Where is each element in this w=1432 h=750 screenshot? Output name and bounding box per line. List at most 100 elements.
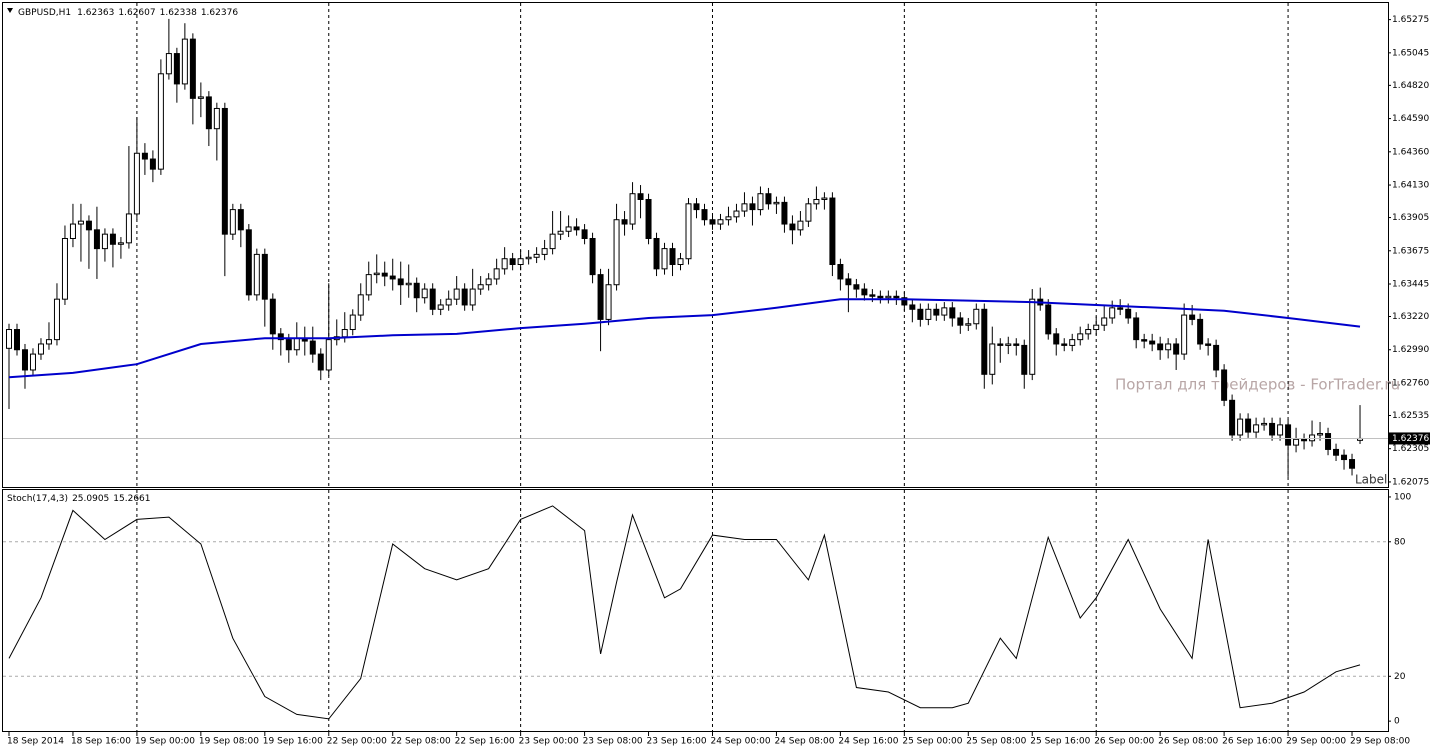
candle-body (677, 258, 684, 266)
y-tick-label: 1.65045 (1392, 48, 1429, 58)
candle-body (1309, 434, 1316, 442)
candle-body (989, 343, 996, 375)
y-tick-label: 100 (1394, 492, 1411, 502)
candle-body (189, 38, 196, 99)
candle-body (1285, 424, 1292, 446)
candle-body (365, 274, 372, 296)
x-tick-label: 29 Sep 00:00 (1286, 737, 1346, 747)
candle-body (349, 314, 356, 331)
candle-body (917, 308, 924, 320)
candle-body (1197, 318, 1204, 345)
y-tick-label: 1.62990 (1392, 345, 1429, 355)
candle-body (37, 343, 44, 355)
candle-body (933, 308, 940, 316)
x-tick-label: 24 Sep 00:00 (710, 737, 770, 747)
candle-body (885, 295, 892, 299)
candle-body (445, 298, 452, 306)
y-tick-label: 0 (1394, 717, 1400, 727)
candle-body (125, 213, 132, 244)
candle-body (925, 308, 932, 320)
x-tick-label: 25 Sep 00:00 (902, 737, 962, 747)
candle-body (901, 297, 908, 306)
candle-body (213, 107, 220, 130)
moving-average (8, 298, 1361, 379)
candle-body (669, 248, 676, 266)
x-tick-label: 18 Sep 2014 (7, 737, 64, 747)
x-tick-label: 24 Sep 08:00 (774, 737, 834, 747)
candle-body (45, 339, 52, 345)
candle-body (965, 323, 972, 326)
candle-body (461, 288, 468, 306)
candle-body (1141, 339, 1148, 342)
candle-body (637, 193, 644, 200)
candle-body (949, 307, 956, 319)
candle-body (21, 349, 28, 371)
candle-body (5, 329, 12, 349)
x-tick-label: 25 Sep 16:00 (1030, 737, 1090, 747)
candle-body (773, 201, 780, 205)
x-tick-label: 26 Sep 00:00 (1094, 737, 1154, 747)
y-tick-label: 1.62760 (1392, 378, 1429, 388)
candle-body (1221, 369, 1228, 401)
candle-body (485, 278, 492, 286)
open-value: 1.62363 (77, 8, 114, 18)
candle-body (661, 248, 668, 270)
y-tick-label: 1.62305 (1392, 444, 1429, 454)
stoch-panel (2, 489, 1389, 732)
x-tick-label: 18 Sep 16:00 (71, 737, 131, 747)
candle-body (1093, 324, 1100, 331)
candle-body (645, 198, 652, 239)
candle-body (1341, 454, 1348, 461)
candle-body (53, 298, 60, 341)
candle-body (1333, 448, 1340, 456)
candle-body (1045, 304, 1052, 335)
candles (5, 18, 1364, 477)
candle-body (141, 152, 148, 160)
main-panel (2, 2, 1389, 488)
high-value: 1.62607 (118, 8, 155, 18)
candle-body (1101, 317, 1108, 326)
candle-body (821, 197, 828, 200)
candle-body (709, 219, 716, 225)
menu-arrow (7, 8, 13, 13)
candle-body (621, 219, 628, 225)
candle-body (101, 233, 108, 250)
candle-body (1277, 424, 1284, 436)
candle-body (541, 248, 548, 255)
candle-body (1077, 333, 1084, 341)
candle-body (469, 288, 476, 306)
candle-body (1205, 343, 1212, 346)
x-tick-label: 25 Sep 08:00 (966, 737, 1026, 747)
candle-body (157, 73, 164, 170)
candle-body (1293, 438, 1300, 446)
y-tick-label: 1.64590 (1392, 114, 1429, 124)
candle-body (837, 264, 844, 280)
candle-body (981, 308, 988, 375)
candle-body (701, 209, 708, 221)
candle-body (13, 329, 20, 351)
candle-body (453, 288, 460, 300)
candle-body (781, 201, 788, 225)
stoch-signal-value: 15.2661 (113, 494, 150, 504)
y-tick-label: 80 (1394, 537, 1406, 547)
candle-body (501, 258, 508, 270)
candle-body (1117, 307, 1124, 310)
y-tick-label: 20 (1394, 672, 1406, 682)
candle-body (973, 308, 980, 325)
y-tick-label: 1.62535 (1392, 411, 1429, 421)
close-value: 1.62376 (201, 8, 238, 18)
candle-body (509, 258, 516, 266)
candle-body (309, 340, 316, 355)
candle-body (165, 53, 172, 75)
x-tick-label: 19 Sep 16:00 (263, 737, 323, 747)
candle-body (1349, 459, 1356, 469)
candle-body (557, 230, 564, 235)
candle-body (653, 237, 660, 270)
candle-body (373, 272, 380, 276)
candle-body (869, 294, 876, 297)
candle-body (1317, 433, 1324, 436)
candle-body (893, 295, 900, 299)
x-tick-label: 26 Sep 16:00 (1222, 737, 1282, 747)
candle-body (1173, 343, 1180, 355)
